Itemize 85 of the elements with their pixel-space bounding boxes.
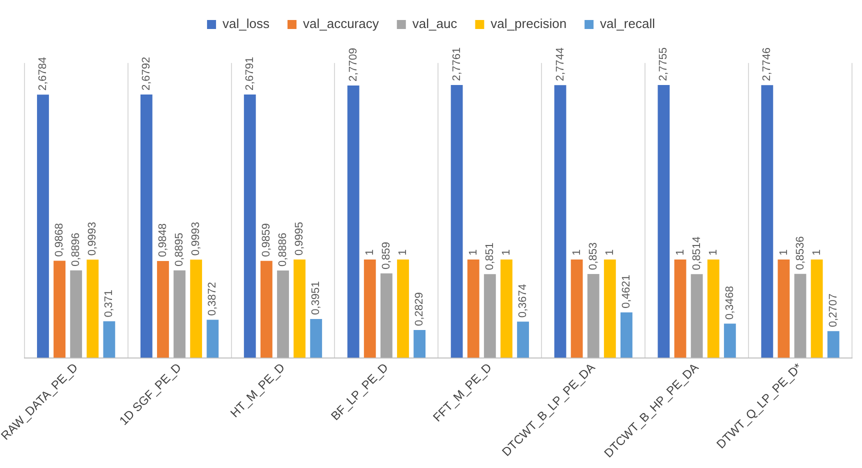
data-label: 0,3951: [310, 281, 322, 315]
bar: [570, 260, 583, 358]
data-label: 0,9995: [294, 222, 306, 256]
data-label: 0,853: [587, 242, 600, 270]
bar: [674, 260, 686, 358]
data-label: 0,9993: [190, 222, 202, 256]
data-label: 0,9993: [86, 222, 99, 256]
data-label: 1: [604, 249, 616, 256]
legend-label: val_recall: [600, 16, 656, 32]
data-label: 0,371: [103, 290, 116, 318]
data-label: 1: [500, 249, 512, 256]
bar: [174, 270, 186, 358]
data-label: 1: [778, 249, 790, 256]
data-label: 0,2707: [827, 294, 840, 328]
data-label: 0,3674: [517, 284, 530, 318]
bar: [554, 85, 566, 358]
data-label: 0,8536: [794, 236, 806, 270]
legend-label: val_precision: [490, 16, 567, 32]
data-label: 0,8895: [174, 232, 186, 266]
data-label: 0,3468: [724, 286, 736, 320]
bar: [761, 85, 774, 358]
bar: [347, 86, 360, 358]
data-label: 0,2829: [414, 292, 426, 326]
data-label: 2,6792: [140, 56, 152, 91]
data-label: 1: [674, 249, 686, 256]
data-label: 2,7755: [658, 47, 670, 82]
bar: [794, 274, 806, 358]
bar: [517, 322, 529, 358]
data-label: 1: [707, 249, 720, 256]
data-label: 0,9859: [260, 223, 272, 257]
legend-label: val_accuracy: [303, 16, 380, 32]
bar: [54, 260, 66, 358]
data-label: 2,6784: [37, 56, 50, 91]
data-label: 0,8896: [70, 232, 82, 266]
data-label: 0,9848: [157, 223, 170, 257]
data-label: 1: [810, 249, 823, 256]
bar: [707, 260, 720, 358]
data-label: 1: [397, 249, 410, 256]
data-label: 2,7709: [347, 48, 360, 82]
bar: [277, 270, 289, 358]
bar: [620, 312, 632, 358]
legend-label: val_loss: [222, 16, 270, 32]
bar: [244, 94, 256, 358]
bar: [86, 260, 99, 358]
data-label: 1: [570, 249, 583, 256]
bar: [827, 331, 840, 358]
bar: [310, 318, 322, 358]
bar: [380, 273, 392, 358]
bar: [724, 324, 736, 358]
bar: [364, 260, 376, 358]
bar: [690, 274, 703, 358]
data-label: 0,8886: [277, 232, 290, 266]
bar: [103, 321, 116, 358]
bar: [397, 260, 409, 358]
data-label: 2,7746: [761, 47, 774, 82]
bar: [778, 260, 790, 358]
bar: [810, 260, 823, 358]
data-label: 0,8514: [690, 236, 703, 270]
bar: [206, 320, 219, 358]
bar: [140, 94, 152, 358]
data-label: 1: [467, 249, 480, 256]
bar: [260, 260, 272, 358]
legend-label: val_auc: [412, 16, 458, 32]
bar: [70, 270, 82, 358]
bar: [414, 330, 426, 358]
data-label: 0,3872: [206, 282, 219, 316]
data-label: 2,6791: [244, 56, 256, 91]
bar: [587, 274, 600, 358]
bar: [500, 260, 512, 358]
bar: [37, 94, 49, 358]
bar: [658, 85, 670, 358]
data-label: 2,7744: [554, 48, 566, 82]
bar: [484, 274, 496, 358]
data-label: 1: [364, 249, 376, 256]
data-label: 0,859: [380, 242, 392, 270]
data-label: 0,9868: [54, 223, 66, 257]
bar: [467, 260, 480, 358]
bar: [294, 260, 306, 358]
bar: [450, 85, 463, 358]
data-label: 2,7761: [450, 47, 463, 81]
bar: [190, 260, 202, 358]
data-label: 0,851: [484, 242, 496, 270]
data-label: 0,4621: [620, 274, 632, 308]
bar: [604, 260, 616, 358]
bar: [157, 261, 169, 358]
